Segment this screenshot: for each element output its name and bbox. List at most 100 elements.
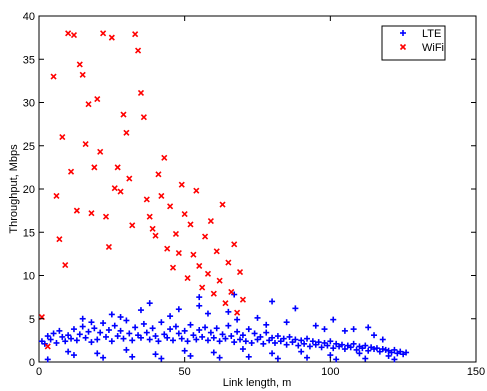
point-lte bbox=[338, 341, 345, 348]
point-lte bbox=[312, 322, 319, 329]
point-lte bbox=[222, 335, 229, 342]
point-wifi bbox=[161, 154, 168, 161]
point-lte bbox=[204, 310, 211, 317]
point-wifi bbox=[184, 275, 191, 282]
point-lte bbox=[59, 333, 66, 340]
point-lte bbox=[175, 330, 182, 337]
point-wifi bbox=[190, 251, 197, 258]
point-wifi bbox=[239, 296, 246, 303]
point-lte bbox=[103, 333, 110, 340]
point-lte bbox=[105, 326, 112, 333]
point-lte bbox=[65, 348, 72, 355]
point-lte bbox=[117, 327, 124, 334]
point-lte bbox=[341, 327, 348, 334]
point-wifi bbox=[143, 196, 150, 203]
legend-box bbox=[381, 25, 446, 61]
point-wifi bbox=[175, 249, 182, 257]
point-lte bbox=[242, 338, 249, 345]
point-lte bbox=[219, 331, 226, 338]
y-tick-label: 15 bbox=[23, 227, 35, 239]
point-wifi bbox=[65, 30, 72, 37]
point-wifi bbox=[216, 277, 223, 284]
point-lte bbox=[100, 354, 107, 361]
point-wifi bbox=[56, 236, 63, 243]
point-lte bbox=[143, 329, 150, 336]
x-axis-label: Link length, m bbox=[223, 377, 291, 389]
point-wifi bbox=[178, 181, 185, 188]
point-lte bbox=[225, 322, 232, 329]
point-lte bbox=[274, 333, 281, 340]
points-layer bbox=[38, 30, 410, 363]
point-lte bbox=[56, 327, 63, 334]
point-lte bbox=[365, 324, 372, 331]
point-lte bbox=[391, 346, 398, 353]
point-lte bbox=[295, 342, 302, 349]
point-lte bbox=[146, 300, 153, 307]
point-lte bbox=[108, 338, 115, 345]
point-lte bbox=[152, 333, 159, 340]
point-wifi bbox=[222, 300, 229, 307]
x-tick-label: 0 bbox=[36, 366, 42, 378]
point-lte bbox=[391, 356, 398, 363]
point-lte bbox=[216, 338, 223, 345]
point-lte bbox=[167, 313, 174, 320]
point-wifi bbox=[79, 71, 86, 78]
point-lte bbox=[283, 319, 290, 326]
point-lte bbox=[73, 337, 80, 344]
point-lte bbox=[184, 338, 191, 345]
point-lte bbox=[137, 334, 144, 341]
point-lte bbox=[245, 353, 252, 360]
point-lte bbox=[158, 319, 165, 326]
y-tick-label: 20 bbox=[23, 184, 35, 196]
point-lte bbox=[382, 346, 389, 353]
point-lte bbox=[100, 320, 107, 327]
point-lte bbox=[333, 356, 340, 363]
point-wifi bbox=[85, 101, 92, 108]
point-lte bbox=[210, 334, 217, 341]
point-lte bbox=[213, 325, 220, 332]
point-lte bbox=[68, 335, 75, 342]
point-lte bbox=[44, 333, 51, 340]
point-wifi bbox=[193, 187, 200, 194]
point-lte bbox=[315, 339, 322, 346]
point-wifi bbox=[88, 210, 95, 217]
point-lte bbox=[321, 326, 328, 333]
point-lte bbox=[65, 332, 72, 339]
point-lte bbox=[379, 346, 386, 353]
point-lte bbox=[187, 321, 194, 328]
point-lte bbox=[239, 332, 246, 339]
point-lte bbox=[263, 329, 270, 336]
point-lte bbox=[234, 316, 241, 323]
point-wifi bbox=[149, 225, 156, 232]
point-wifi bbox=[199, 284, 206, 291]
point-lte bbox=[181, 327, 188, 334]
point-lte bbox=[152, 351, 159, 358]
point-lte bbox=[149, 325, 156, 332]
point-lte bbox=[70, 326, 77, 333]
point-wifi bbox=[73, 207, 80, 214]
plot-area bbox=[38, 15, 477, 363]
series-lte bbox=[38, 291, 410, 363]
y-tick-label: 30 bbox=[23, 98, 35, 110]
point-lte bbox=[356, 350, 363, 357]
point-wifi bbox=[187, 221, 194, 228]
point-lte bbox=[53, 339, 60, 346]
point-wifi bbox=[169, 264, 177, 271]
point-lte bbox=[304, 335, 311, 342]
legend: LTE WiFi bbox=[381, 25, 446, 61]
point-wifi bbox=[70, 31, 78, 39]
point-wifi bbox=[44, 343, 51, 350]
point-lte bbox=[365, 347, 372, 354]
point-lte bbox=[373, 345, 380, 352]
point-lte bbox=[234, 328, 241, 335]
point-wifi bbox=[146, 213, 153, 220]
point-wifi bbox=[102, 213, 110, 220]
point-wifi bbox=[213, 248, 220, 255]
point-lte bbox=[324, 342, 331, 349]
x-tick-label: 100 bbox=[321, 366, 339, 378]
point-lte bbox=[379, 336, 386, 343]
legend-marker-lte bbox=[400, 30, 406, 36]
point-lte bbox=[239, 346, 246, 353]
point-lte bbox=[94, 350, 101, 357]
